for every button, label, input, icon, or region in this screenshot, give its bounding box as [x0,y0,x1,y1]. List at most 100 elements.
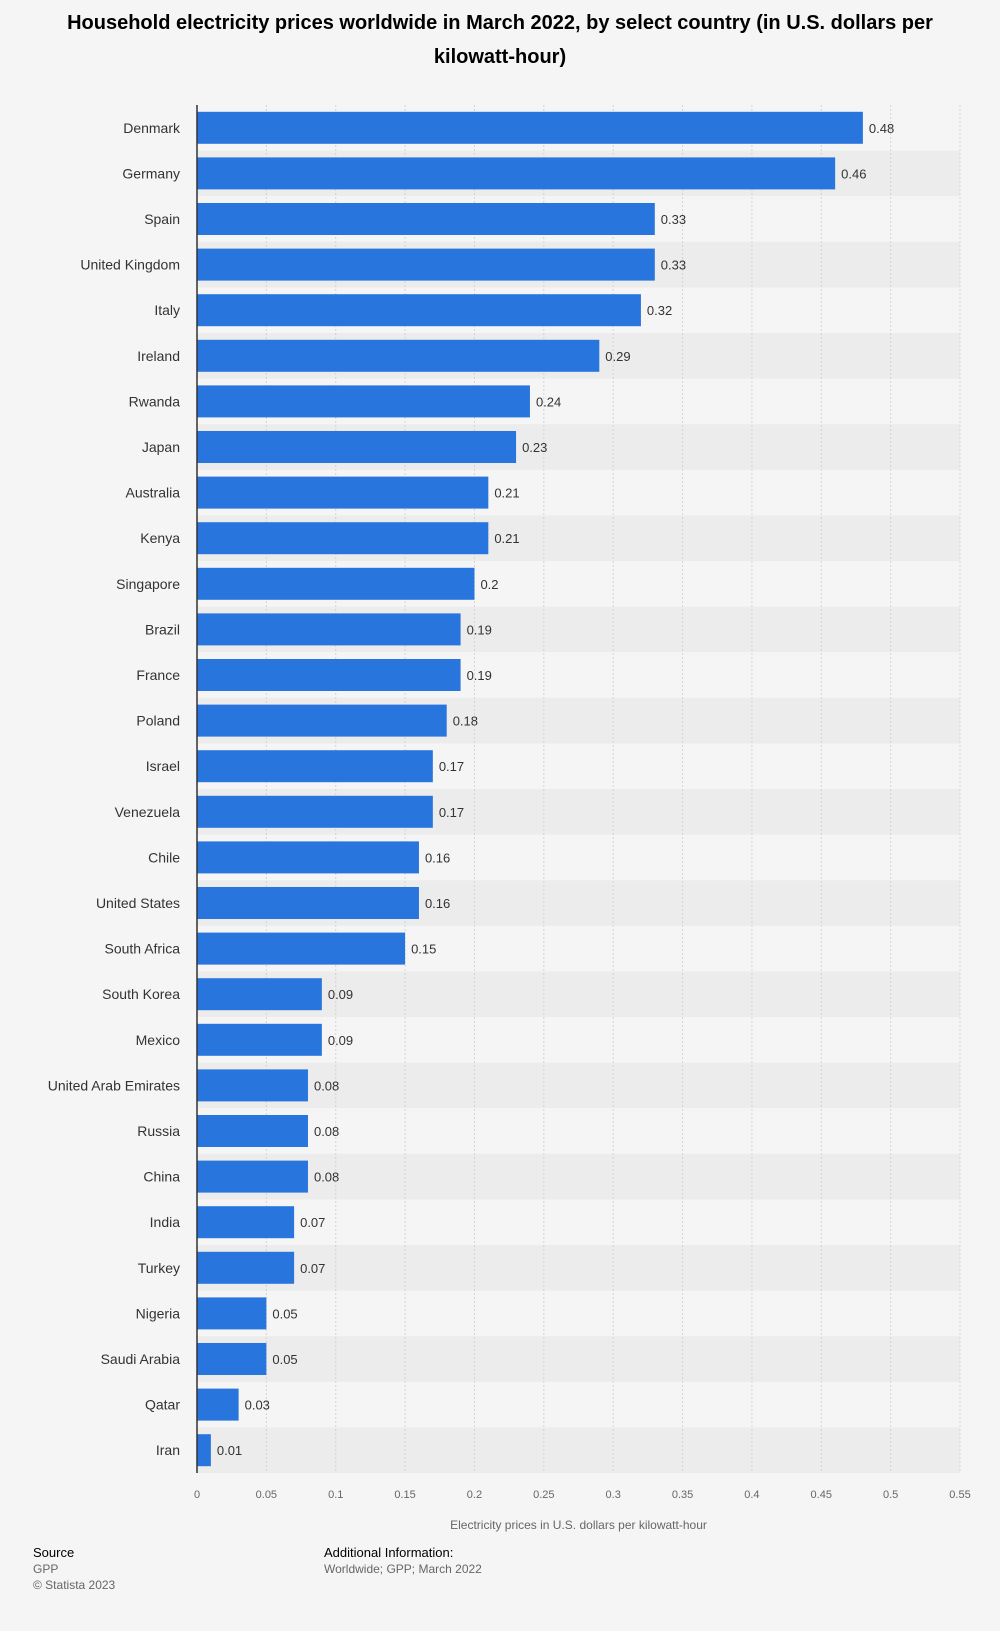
value-label: 0.33 [661,258,686,273]
category-label: Brazil [145,621,180,637]
category-label: United Arab Emirates [48,1077,180,1093]
bar[interactable] [197,750,433,783]
x-tick-label: 0.2 [467,1489,482,1501]
value-label: 0.24 [536,394,561,409]
bar[interactable] [197,1206,295,1239]
value-label: 0.18 [453,714,478,729]
source-block: Source GPP © Statista 2023 [33,1545,115,1593]
value-label: 0.07 [300,1215,325,1230]
bar[interactable] [197,248,655,281]
category-label: China [143,1169,180,1185]
x-tick-label: 0.45 [811,1489,832,1501]
bar[interactable] [197,1023,322,1056]
value-label: 0.05 [272,1306,297,1321]
bar[interactable] [197,1115,308,1147]
bar[interactable] [197,1434,211,1467]
bar[interactable] [197,1251,295,1284]
value-label: 0.21 [494,486,519,501]
bar[interactable] [197,1388,239,1421]
category-label: Spain [144,211,180,227]
category-label: Rwanda [129,393,181,409]
bar-chart: 0 0.05 0.1 0.15 0.2 0.25 0.3 0.35 0.4 0.45 0.5 0.55… [48,105,971,1532]
value-label: 0.21 [494,531,519,546]
category-label: Ireland [137,348,180,364]
x-tick-label: 0.3 [606,1489,621,1501]
bar[interactable] [197,203,655,235]
category-label: Germany [122,165,180,181]
value-label: 0.08 [314,1124,339,1139]
bar[interactable] [197,385,530,418]
x-tick-label: 0.5 [883,1489,898,1501]
source-value[interactable]: GPP [33,1562,59,1576]
bar[interactable] [197,111,863,144]
value-label: 0.09 [328,1033,353,1048]
value-label: 0.08 [314,1170,339,1185]
x-tick-label: 0.55 [949,1489,970,1501]
category-label: South Korea [102,986,180,1002]
x-tick-label: 0.25 [533,1489,554,1501]
bar[interactable] [197,522,489,555]
category-label: Turkey [138,1260,180,1276]
bar[interactable] [197,613,461,646]
value-label: 0.16 [425,896,450,911]
value-label: 0.03 [245,1398,270,1413]
x-tick-label: 0.1 [328,1489,343,1501]
category-label: Poland [136,713,180,729]
row-stripe [197,1245,960,1291]
value-label: 0.17 [439,805,464,820]
bar[interactable] [197,294,641,327]
value-label: 0.48 [869,121,894,136]
bar[interactable] [197,932,406,965]
bar[interactable] [197,795,433,828]
category-label: Russia [137,1123,180,1139]
additional-info-block: Additional Information: Worldwide; GPP; … [324,1545,482,1577]
bar[interactable] [197,157,836,190]
copyright: © Statista 2023 [33,1578,116,1592]
bar[interactable] [197,841,419,874]
category-label: Saudi Arabia [101,1351,181,1367]
source-label: Source [33,1545,75,1560]
category-label: Qatar [145,1397,180,1413]
category-label: Singapore [116,576,180,592]
value-label: 0.32 [647,303,672,318]
value-label: 0.17 [439,759,464,774]
value-label: 0.2 [480,577,498,592]
category-label: Mexico [136,1032,181,1048]
x-tick-label: 0.4 [744,1489,759,1501]
x-tick-label: 0 [194,1489,200,1501]
category-label: Denmark [123,120,181,136]
row-stripe [197,1427,960,1473]
category-label: Australia [126,485,181,501]
value-label: 0.23 [522,440,547,455]
row-stripe [197,971,960,1017]
bar[interactable] [197,1297,267,1330]
bar[interactable] [197,978,322,1011]
x-tick-label: 0.35 [672,1489,693,1501]
value-label: 0.46 [841,166,866,181]
category-label: Nigeria [136,1305,181,1321]
category-label: Israel [146,758,180,774]
bar[interactable] [197,431,517,463]
additional-info-value: Worldwide; GPP; March 2022 [324,1562,482,1576]
row-stripe [197,1062,960,1109]
category-label: Chile [148,849,180,865]
bar[interactable] [197,659,461,691]
x-axis-title: Electricity prices in U.S. dollars per k… [450,1518,707,1532]
row-stripe [197,1336,960,1382]
bar[interactable] [197,567,475,600]
category-label: Kenya [140,530,180,546]
category-label: South Africa [105,941,181,957]
value-label: 0.19 [467,668,492,683]
row-stripe [197,1153,960,1200]
category-label: Venezuela [115,804,181,820]
bar[interactable] [197,704,447,737]
bar[interactable] [197,1069,308,1102]
bar[interactable] [197,476,489,509]
category-label: Iran [156,1442,180,1458]
bar[interactable] [197,887,419,919]
bar[interactable] [197,1343,267,1375]
bar[interactable] [197,339,600,372]
category-label: United Kingdom [80,257,180,273]
bar[interactable] [197,1160,308,1193]
value-label: 0.29 [605,349,630,364]
